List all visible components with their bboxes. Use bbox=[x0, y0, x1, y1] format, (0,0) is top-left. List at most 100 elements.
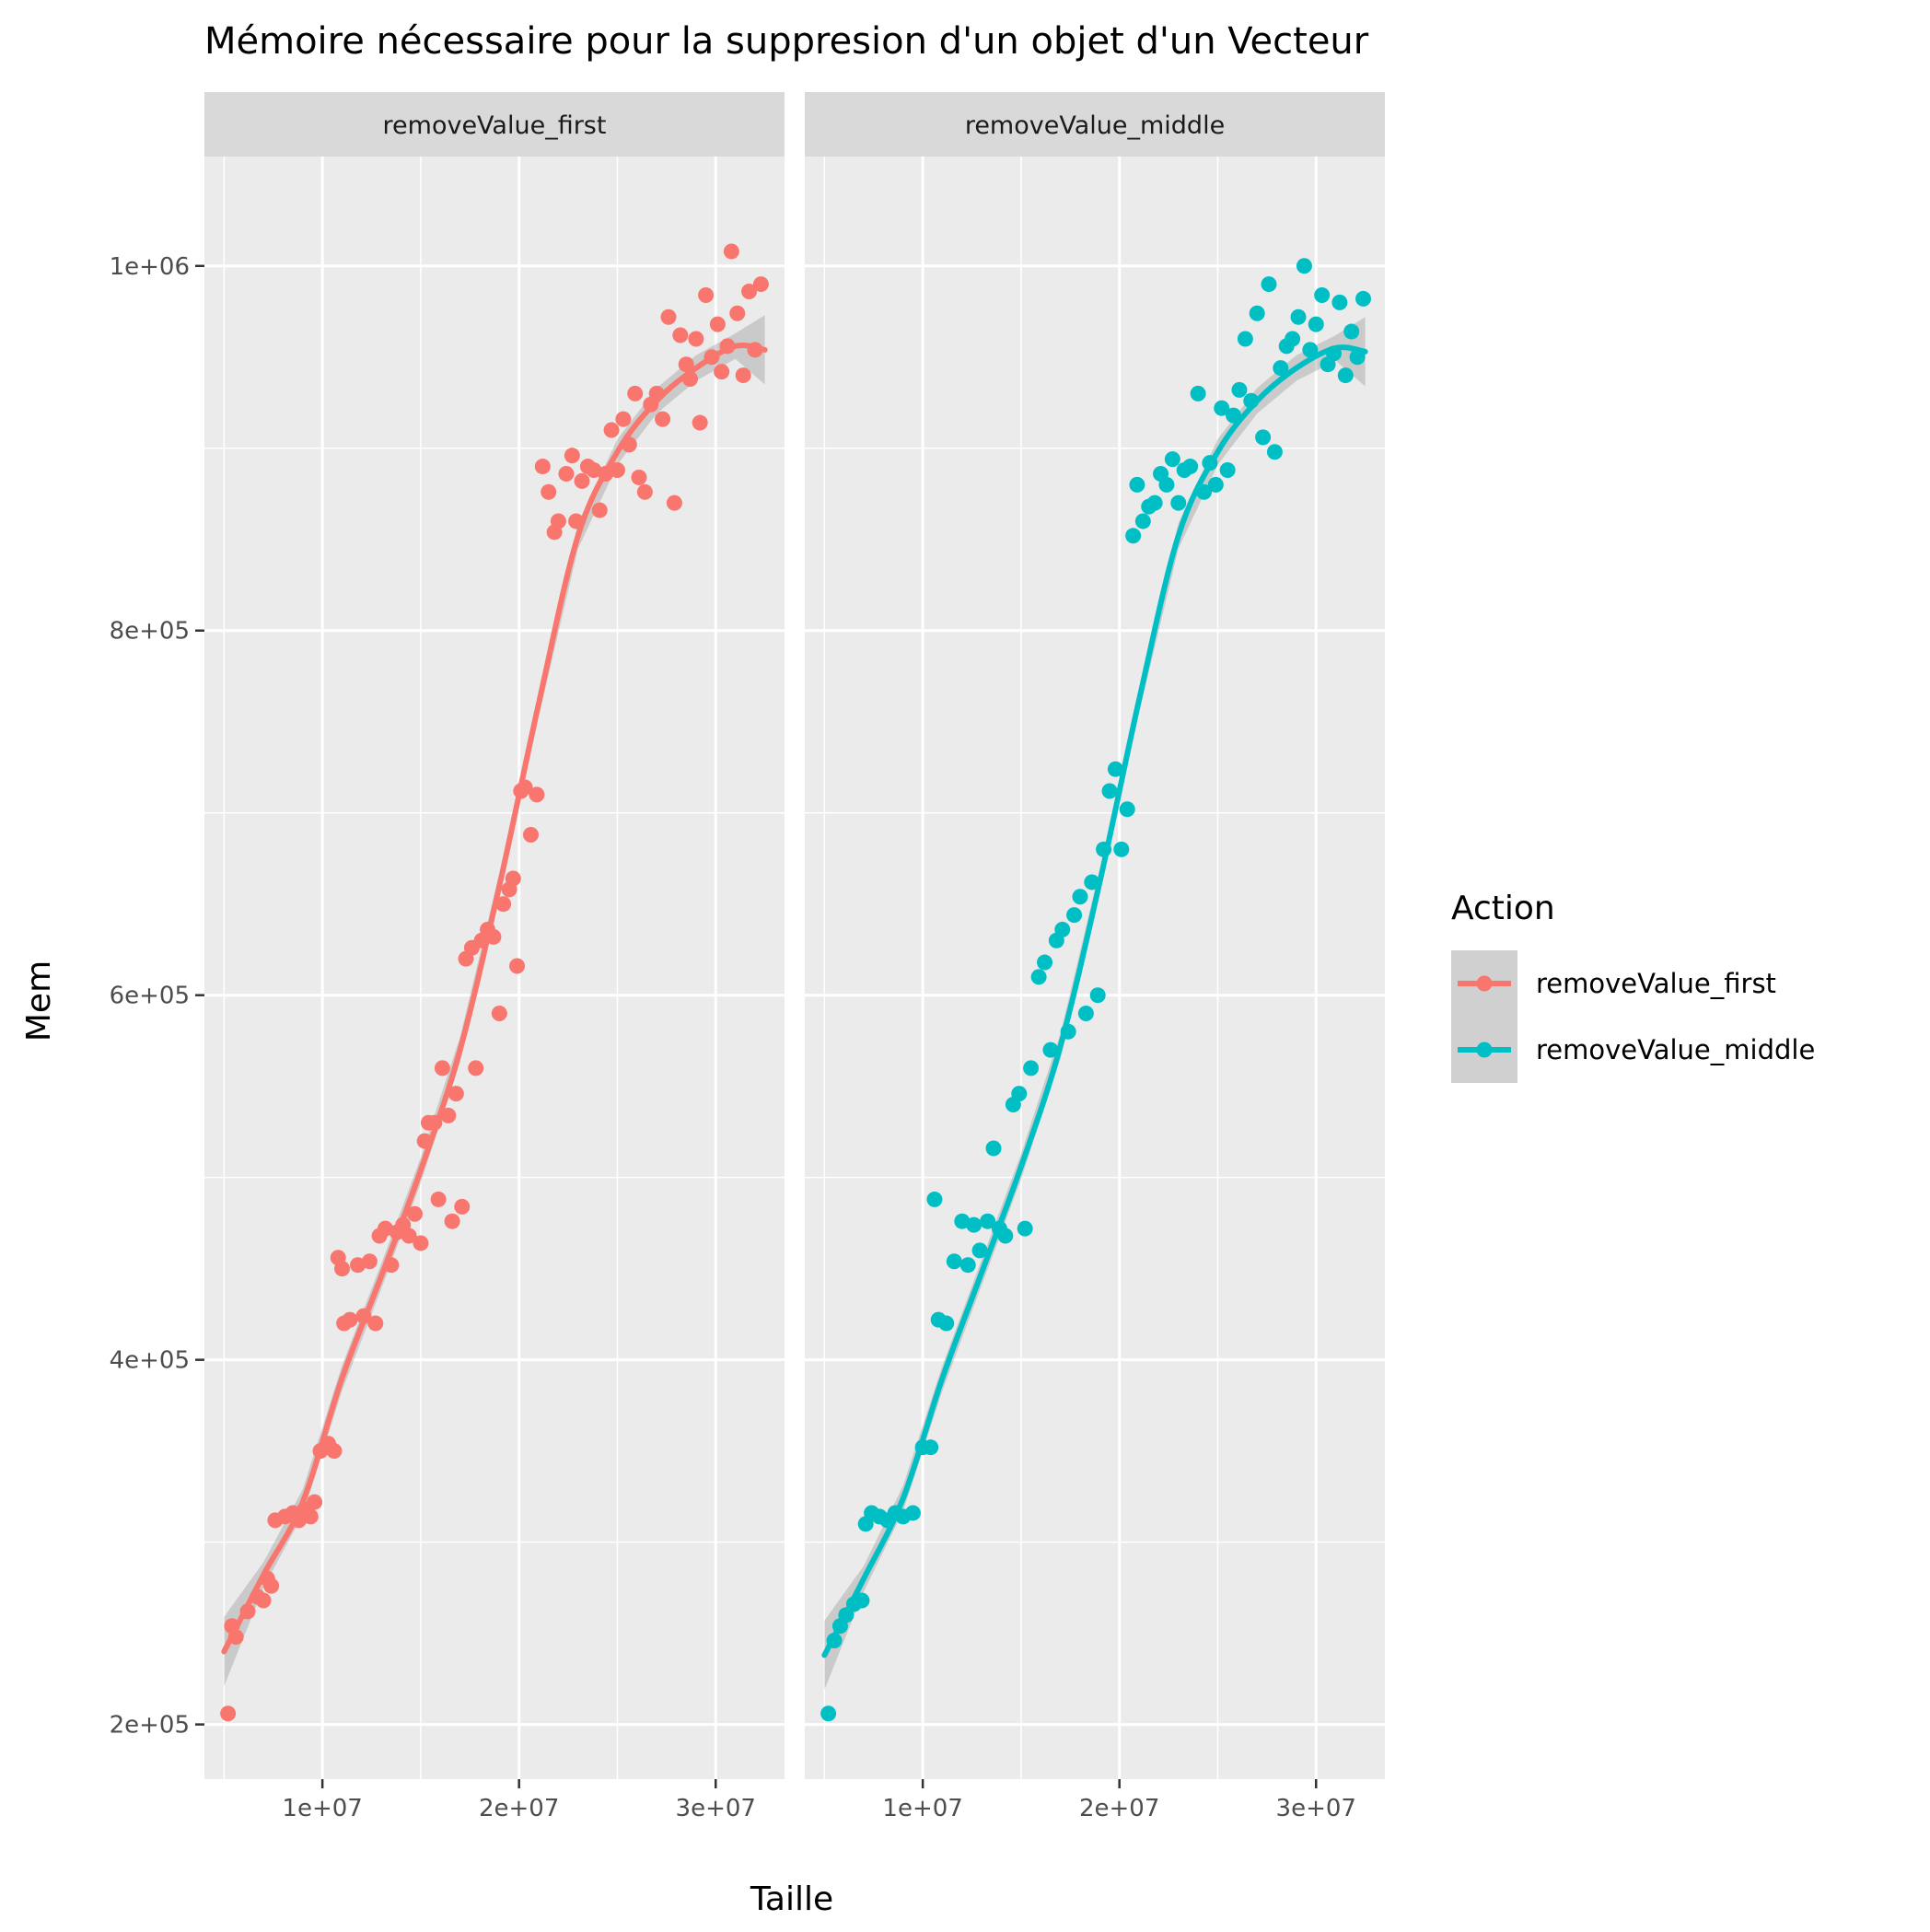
data-point bbox=[333, 1261, 350, 1277]
data-point bbox=[509, 958, 526, 974]
data-point bbox=[430, 1191, 447, 1207]
x-tick-label: 1e+07 bbox=[282, 1795, 362, 1822]
x-axis-title: Taille bbox=[750, 1880, 833, 1918]
data-point bbox=[1125, 528, 1142, 544]
trend-line bbox=[221, 343, 768, 1655]
data-point bbox=[1017, 1220, 1033, 1237]
data-point bbox=[534, 459, 551, 475]
data-point bbox=[1066, 907, 1083, 924]
data-point bbox=[413, 1235, 429, 1251]
data-point bbox=[672, 327, 689, 343]
data-point bbox=[1146, 495, 1163, 511]
data-point bbox=[440, 1107, 457, 1123]
data-point bbox=[820, 1705, 837, 1722]
y-axis-title: Mem bbox=[20, 960, 58, 1042]
data-point bbox=[591, 502, 608, 518]
data-point bbox=[586, 462, 602, 479]
data-point bbox=[1170, 495, 1187, 511]
data-point bbox=[1314, 286, 1331, 303]
strip-background bbox=[805, 92, 1385, 157]
data-point bbox=[1072, 889, 1088, 905]
legend-key-point bbox=[1476, 1042, 1493, 1058]
panel-background bbox=[805, 157, 1385, 1779]
data-point bbox=[1037, 954, 1053, 971]
y-tick-label: 6e+05 bbox=[110, 983, 190, 1010]
data-point bbox=[361, 1253, 378, 1270]
data-point bbox=[966, 1216, 982, 1233]
data-point bbox=[741, 284, 758, 300]
data-point bbox=[1308, 316, 1324, 332]
panel-removeValue-first: removeValue_first bbox=[204, 92, 785, 1779]
data-point bbox=[350, 1257, 366, 1274]
data-point bbox=[367, 1315, 384, 1332]
data-point bbox=[1089, 987, 1106, 1004]
data-point bbox=[1290, 308, 1307, 325]
data-point bbox=[1302, 342, 1319, 358]
data-point bbox=[550, 513, 566, 530]
data-point bbox=[434, 1060, 450, 1077]
x-tick-label: 3e+07 bbox=[1276, 1795, 1356, 1822]
data-point bbox=[723, 243, 739, 260]
data-point bbox=[1077, 1005, 1094, 1021]
data-point bbox=[615, 411, 632, 427]
data-point bbox=[985, 1140, 1002, 1157]
data-point bbox=[377, 1220, 393, 1237]
data-point bbox=[529, 786, 545, 803]
data-point bbox=[523, 826, 540, 843]
data-point bbox=[1054, 921, 1071, 937]
data-point bbox=[997, 1228, 1014, 1244]
data-point bbox=[926, 1191, 943, 1207]
strip-label: removeValue_first bbox=[383, 111, 607, 140]
data-point bbox=[541, 483, 557, 500]
data-point bbox=[220, 1705, 237, 1722]
y-tick-label: 1e+06 bbox=[110, 253, 190, 281]
data-point bbox=[1023, 1060, 1040, 1077]
data-point bbox=[714, 364, 730, 380]
data-point bbox=[1266, 444, 1283, 460]
data-point bbox=[1084, 874, 1100, 890]
data-point bbox=[904, 1505, 921, 1521]
data-point bbox=[971, 1242, 988, 1259]
data-point bbox=[1164, 451, 1180, 468]
data-point bbox=[1042, 1042, 1059, 1058]
data-point bbox=[660, 308, 677, 325]
data-point bbox=[454, 1198, 471, 1215]
data-point bbox=[1231, 381, 1248, 398]
data-point bbox=[752, 276, 769, 293]
data-point bbox=[1107, 761, 1123, 777]
data-point bbox=[735, 367, 751, 384]
data-point bbox=[980, 1213, 996, 1229]
data-point bbox=[558, 465, 575, 482]
data-point bbox=[263, 1577, 280, 1594]
data-point bbox=[1237, 331, 1253, 347]
legend-label: removeValue_first bbox=[1536, 968, 1776, 999]
y-tick-label: 2e+05 bbox=[110, 1712, 190, 1740]
data-point bbox=[448, 1086, 464, 1102]
data-point bbox=[564, 448, 580, 464]
data-point bbox=[1343, 323, 1360, 340]
data-point bbox=[666, 495, 682, 511]
data-point bbox=[1355, 290, 1372, 307]
data-point bbox=[1207, 476, 1224, 493]
data-point bbox=[678, 356, 694, 373]
data-point bbox=[1182, 459, 1199, 475]
y-tick-label: 8e+05 bbox=[110, 618, 190, 646]
trend-line bbox=[821, 344, 1368, 1658]
data-point bbox=[1134, 513, 1151, 530]
data-point bbox=[1119, 801, 1135, 818]
data-point bbox=[468, 1060, 484, 1077]
data-point bbox=[627, 385, 644, 402]
x-tick-label: 2e+07 bbox=[479, 1795, 559, 1822]
data-point bbox=[342, 1311, 358, 1328]
data-point bbox=[946, 1253, 962, 1270]
data-point bbox=[1101, 783, 1118, 799]
data-point bbox=[636, 483, 653, 500]
data-point bbox=[491, 1005, 507, 1021]
data-point bbox=[938, 1315, 955, 1332]
panel-removeValue-middle: removeValue_middle bbox=[805, 92, 1385, 1779]
data-point bbox=[574, 472, 590, 489]
data-point bbox=[854, 1592, 870, 1609]
data-point bbox=[954, 1213, 971, 1229]
data-point bbox=[1129, 476, 1145, 493]
data-point bbox=[302, 1508, 319, 1525]
